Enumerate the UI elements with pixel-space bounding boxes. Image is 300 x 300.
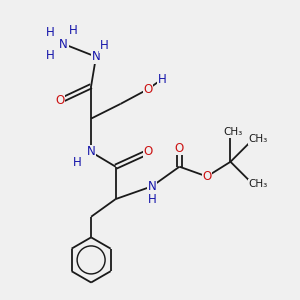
Text: H: H <box>46 26 54 39</box>
Text: O: O <box>143 146 153 158</box>
Text: H: H <box>69 24 78 37</box>
Text: O: O <box>143 82 153 96</box>
Text: N: N <box>148 180 156 193</box>
Text: N: N <box>59 38 68 50</box>
Text: H: H <box>73 156 82 169</box>
Text: O: O <box>202 170 212 183</box>
Text: O: O <box>175 142 184 154</box>
Text: H: H <box>148 193 156 206</box>
Text: CH₃: CH₃ <box>248 134 268 144</box>
Text: N: N <box>87 146 95 158</box>
Text: H: H <box>158 73 166 86</box>
Text: N: N <box>92 50 100 63</box>
Text: O: O <box>55 94 64 107</box>
Text: CH₃: CH₃ <box>224 127 243 137</box>
Text: H: H <box>46 49 54 62</box>
Text: CH₃: CH₃ <box>248 179 268 189</box>
Text: H: H <box>100 40 108 52</box>
